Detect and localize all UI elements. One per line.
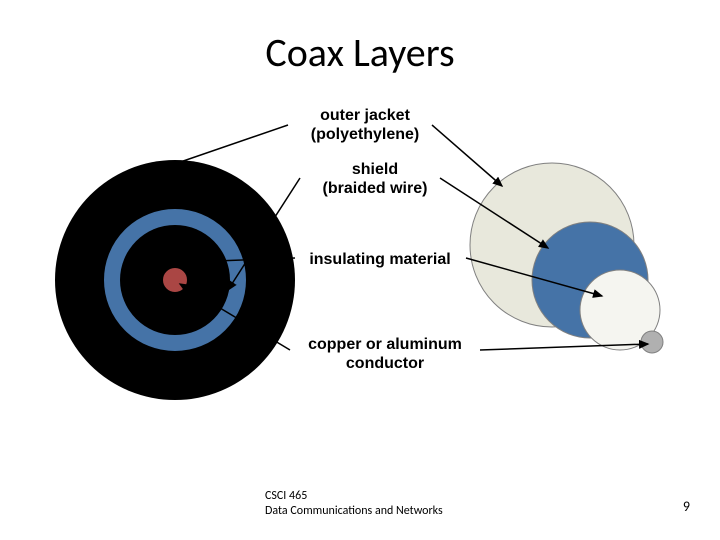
footer-text: CSCI 465 Data Communications and Network… — [265, 489, 443, 520]
coax-diagram — [0, 0, 720, 540]
page-number: 9 — [683, 498, 690, 515]
label-conductor: copper or aluminumconductor — [285, 335, 485, 373]
cross-section-circles — [55, 160, 295, 400]
label-shield: shield(braided wire) — [300, 160, 450, 198]
label-insulating: insulating material — [290, 250, 470, 269]
side-view-circles — [470, 163, 663, 353]
footer-title: Data Communications and Networks — [265, 504, 443, 520]
footer-course: CSCI 465 — [265, 489, 443, 505]
label-outer-jacket: outer jacket(polyethylene) — [285, 106, 445, 144]
